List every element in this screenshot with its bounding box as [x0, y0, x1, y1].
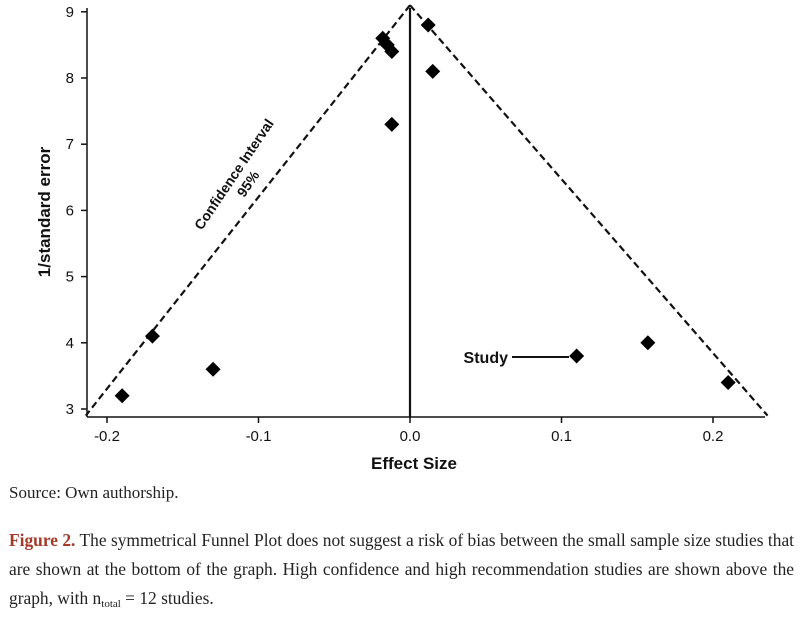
funnel-lines — [84, 4, 769, 417]
y-axis-ticks: 3 4 5 6 7 8 9 — [66, 4, 87, 418]
x-tick-label: 0.0 — [400, 428, 421, 445]
study-point — [144, 328, 160, 344]
study-point — [569, 348, 585, 364]
source-note: Source: Own authorship. — [9, 483, 179, 502]
funnel-left-line — [84, 4, 411, 417]
x-tick-label: -0.2 — [94, 428, 120, 445]
y-tick-label: 6 — [66, 202, 74, 219]
study-point — [720, 375, 736, 391]
study-point — [205, 361, 221, 377]
y-tick-label: 4 — [66, 335, 74, 352]
x-tick-label: 0.2 — [703, 428, 724, 445]
caption-text-end: = 12 studies. — [120, 588, 214, 608]
ci-annotation-line1: Confidence Interval — [191, 116, 277, 233]
study-point — [384, 44, 400, 60]
y-tick-label: 7 — [66, 136, 74, 153]
x-axis-label: Effect Size — [371, 454, 457, 473]
study-point — [384, 116, 400, 132]
study-label: Study — [464, 350, 509, 367]
funnel-plot: -0.2 -0.1 0.0 0.1 0.2 3 4 5 6 7 8 9 Effect Size 1/… — [35, 4, 769, 473]
y-tick-label: 9 — [66, 4, 74, 21]
x-axis-ticks: -0.2 -0.1 0.0 0.1 0.2 — [94, 417, 723, 445]
figure-caption: Figure 2. The symmetrical Funnel Plot do… — [9, 526, 794, 619]
x-tick-label: -0.1 — [246, 428, 272, 445]
study-point — [114, 388, 130, 404]
data-points — [114, 17, 736, 404]
study-point — [640, 335, 656, 351]
y-axis-label: 1/standard error — [35, 146, 54, 277]
plot-frame — [86, 8, 765, 418]
study-point — [425, 63, 441, 79]
y-tick-label: 3 — [66, 401, 74, 418]
study-point — [420, 17, 436, 33]
caption-subscript: total — [101, 598, 121, 610]
y-tick-label: 8 — [66, 70, 74, 87]
y-tick-label: 5 — [66, 269, 74, 286]
x-tick-label: 0.1 — [551, 428, 572, 445]
figure-label: Figure 2. — [9, 530, 76, 550]
caption-text: The symmetrical Funnel Plot does not sug… — [9, 530, 794, 608]
funnel-right-line — [409, 4, 769, 417]
